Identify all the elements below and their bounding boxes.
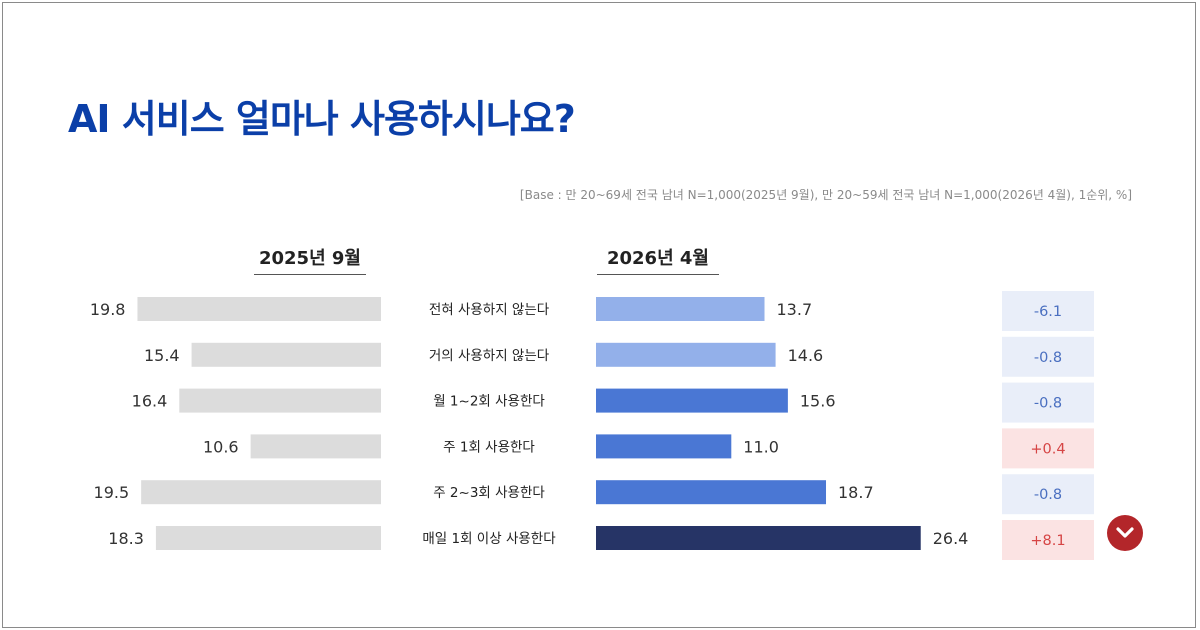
value-label-2026: 18.7 <box>838 483 874 502</box>
category-label: 월 1~2회 사용한다 <box>433 394 545 410</box>
bar-2025 <box>137 297 381 321</box>
difference-box <box>1002 520 1094 560</box>
bar-2026 <box>596 388 788 413</box>
difference-box <box>1002 474 1094 515</box>
chevron-down-icon <box>1116 527 1134 538</box>
category-label: 주 1회 사용한다 <box>443 439 535 455</box>
value-label-2026: 13.7 <box>777 300 813 319</box>
bar-2026 <box>596 297 765 321</box>
bar-2025 <box>250 434 381 459</box>
difference-label: +8.1 <box>1030 533 1065 549</box>
value-label-2025: 18.3 <box>108 529 144 548</box>
difference-label: +0.4 <box>1030 441 1065 457</box>
difference-box <box>1002 428 1094 469</box>
bar-2026 <box>596 342 776 367</box>
highlight-badge <box>1107 515 1143 551</box>
category-label: 매일 1회 이상 사용한다 <box>422 531 556 547</box>
chart-title: AI 서비스 얼마나 사용하시나요? <box>68 97 576 141</box>
difference-box <box>1002 291 1094 331</box>
value-label-2025: 19.8 <box>90 300 126 319</box>
value-label-2025: 15.4 <box>144 346 180 365</box>
value-label-2025: 16.4 <box>132 392 168 411</box>
category-label: 거의 사용하지 않는다 <box>429 348 550 364</box>
bar-2026 <box>596 434 732 459</box>
value-label-2026: 15.6 <box>800 392 836 411</box>
difference-label: -0.8 <box>1034 487 1062 503</box>
value-label-2025: 19.5 <box>94 483 130 502</box>
difference-label: -0.8 <box>1034 350 1062 366</box>
difference-label: -6.1 <box>1034 304 1062 320</box>
value-label-2025: 10.6 <box>203 437 239 456</box>
base-note: [Base : 만 20~69세 전국 남녀 N=1,000(2025년 9월)… <box>519 188 1132 202</box>
period-label-2026: 2026년 4월 <box>597 244 719 275</box>
bar-2025 <box>191 342 381 367</box>
period-label-2025: 2025년 9월 <box>254 244 366 275</box>
difference-box <box>1002 336 1094 377</box>
bar-2025 <box>179 388 381 413</box>
bar-2025 <box>141 480 381 505</box>
bar-2026 <box>596 480 827 505</box>
value-label-2026: 11.0 <box>743 437 779 456</box>
category-label: 전혀 사용하지 않는다 <box>429 302 550 318</box>
bar-2026 <box>596 526 921 550</box>
difference-label: -0.8 <box>1034 396 1062 412</box>
value-label-2026: 14.6 <box>788 346 824 365</box>
difference-box <box>1002 382 1094 423</box>
bar-2025 <box>155 526 381 550</box>
category-label: 주 2~3회 사용한다 <box>433 485 545 501</box>
value-label-2026: 26.4 <box>933 529 969 548</box>
